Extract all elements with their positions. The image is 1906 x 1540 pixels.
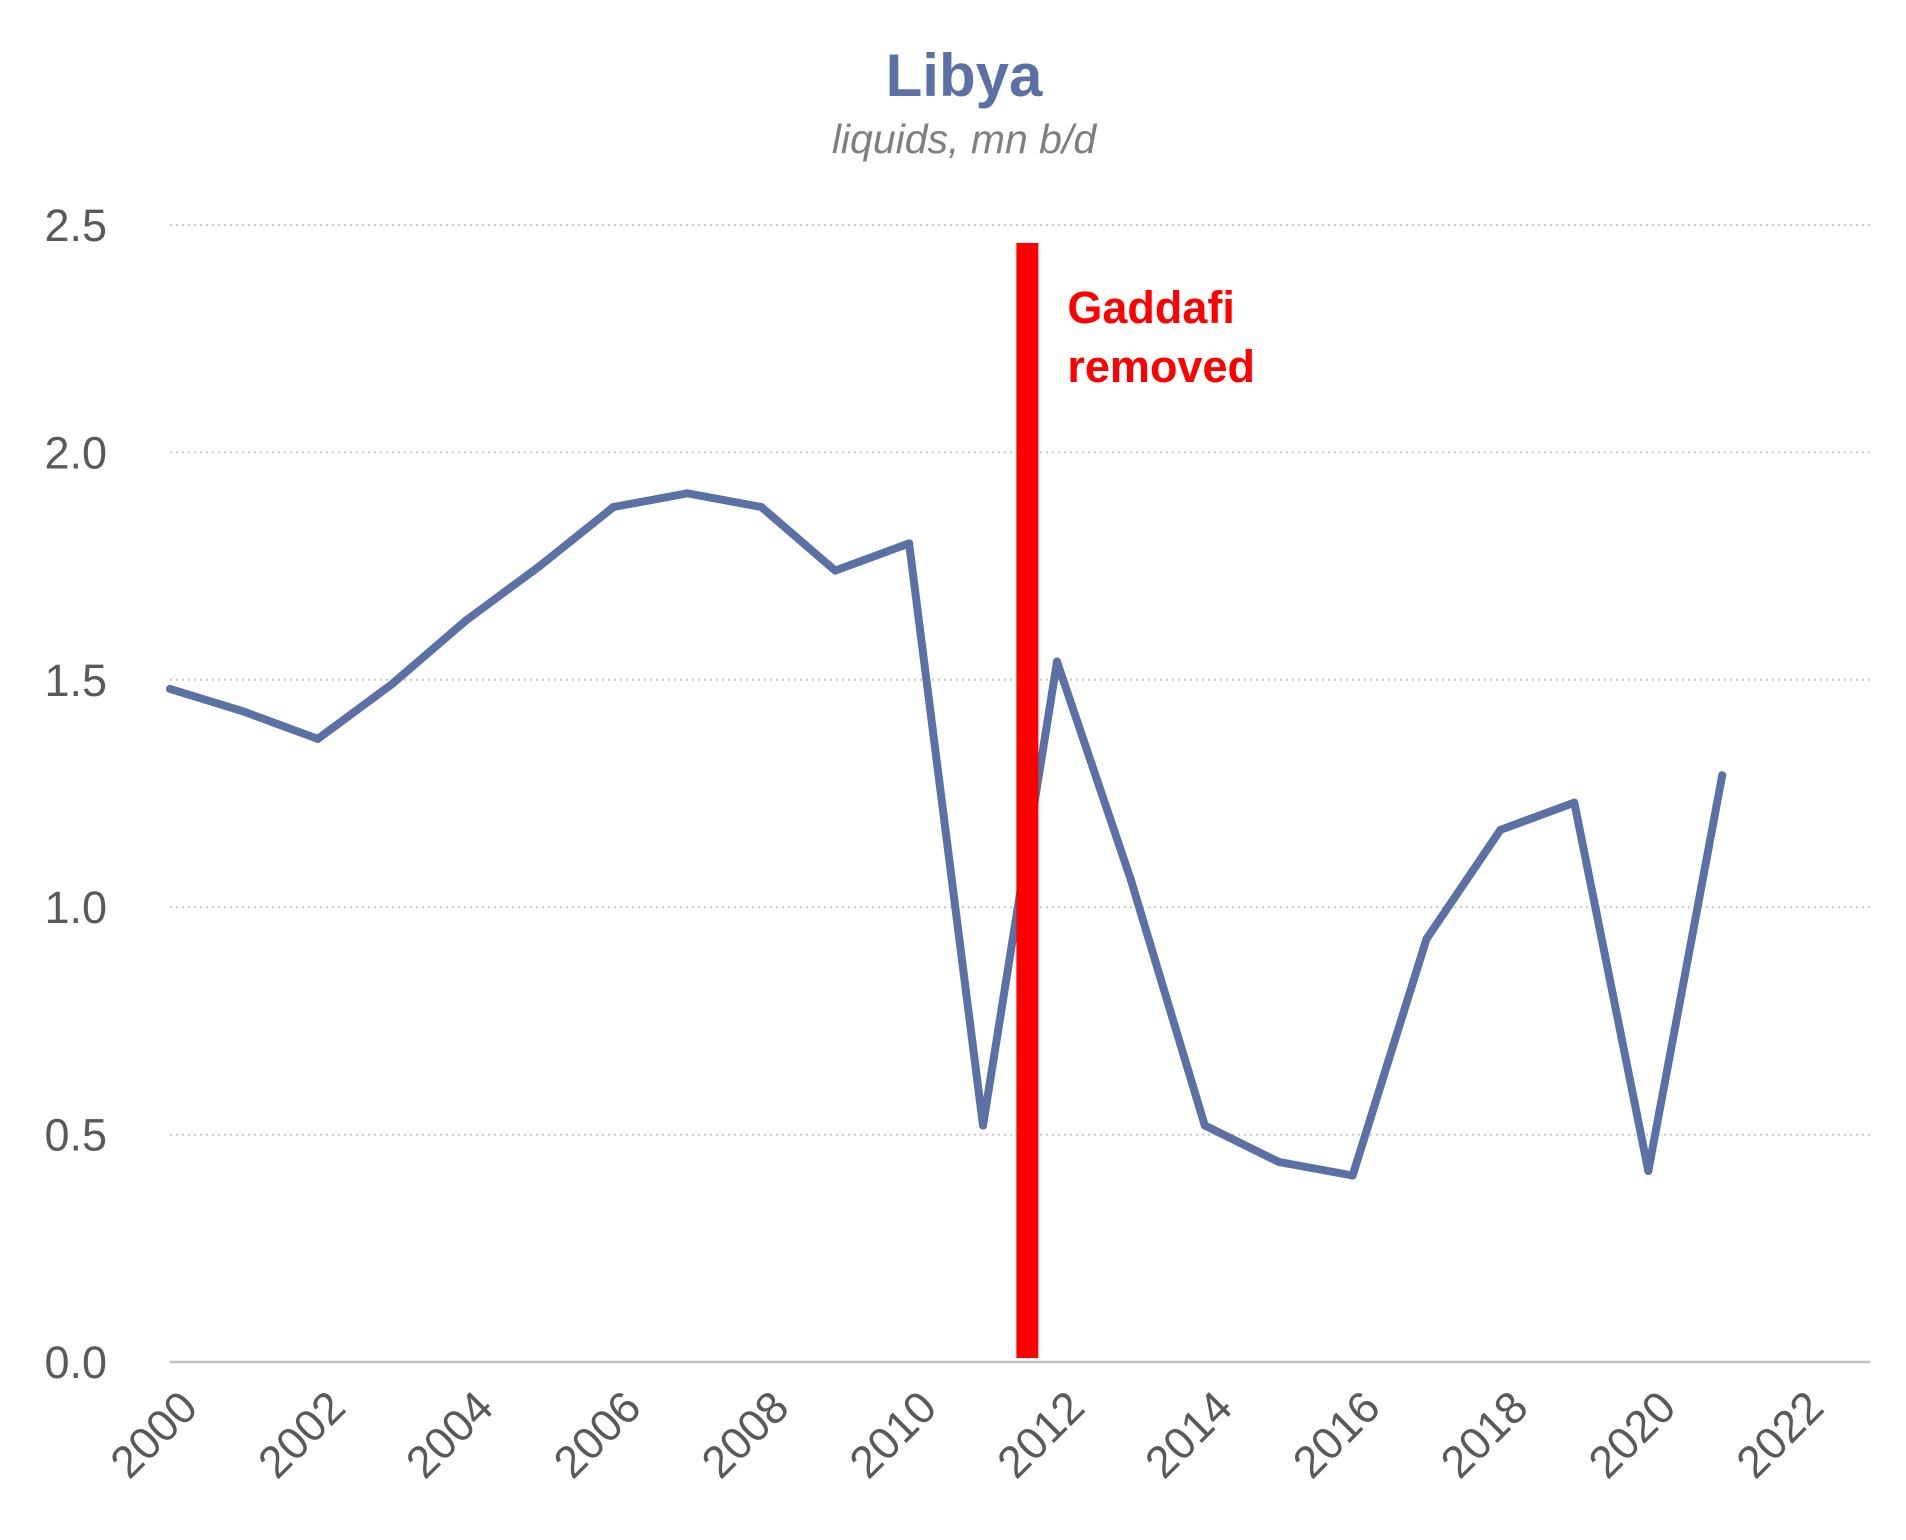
data-point (1348, 1171, 1357, 1180)
x-tick-label: 2000 (100, 1381, 207, 1488)
data-point (1052, 657, 1061, 666)
data-point (313, 734, 322, 743)
chart-title: Libya (886, 42, 1043, 109)
y-tick-label: 0.5 (44, 1110, 107, 1161)
x-tick-label: 2004 (396, 1381, 503, 1488)
data-point (461, 616, 470, 625)
gridlines (170, 224, 1870, 1136)
y-axis-ticks: 0.0 0.5 1.0 1.5 2.0 2.5 (44, 200, 107, 1388)
x-tick-label: 2006 (544, 1381, 651, 1488)
data-point (979, 1121, 988, 1130)
data-point (1200, 1121, 1209, 1130)
data-point (1126, 875, 1135, 884)
data-point (1570, 798, 1579, 807)
x-tick-label: 2010 (839, 1381, 946, 1488)
y-tick-label: 1.0 (44, 882, 107, 933)
y-tick-label: 2.5 (44, 200, 107, 251)
x-tick-label: 2022 (1726, 1381, 1833, 1488)
data-point (1274, 1157, 1283, 1166)
data-point (1422, 935, 1431, 944)
y-tick-label: 0.0 (44, 1337, 107, 1388)
data-point (166, 684, 174, 693)
x-tick-label: 2008 (692, 1381, 799, 1488)
data-point (683, 489, 692, 498)
series-line (166, 489, 1727, 1180)
x-tick-label: 2002 (248, 1381, 355, 1488)
x-tick-label: 2012 (987, 1381, 1094, 1488)
x-axis-ticks: 2000 2002 2004 2006 2008 2010 2012 2014 2016 2018… (100, 1381, 1833, 1488)
annotation-label: Gaddafi (1067, 282, 1235, 333)
data-point (535, 562, 544, 571)
data-point (1718, 771, 1727, 780)
data-point (387, 680, 396, 689)
x-tick-label: 2018 (1431, 1381, 1538, 1488)
data-point (1496, 825, 1505, 834)
data-point (905, 539, 914, 548)
annotation-layer: Gaddafi removed (1016, 243, 1255, 1358)
x-tick-label: 2016 (1283, 1381, 1390, 1488)
data-point (831, 566, 840, 575)
data-point (757, 502, 766, 511)
y-tick-label: 1.5 (44, 655, 107, 706)
annotation-label: removed (1067, 341, 1255, 392)
data-point (609, 502, 618, 511)
y-tick-label: 2.0 (44, 427, 107, 478)
data-point (239, 707, 248, 716)
x-tick-label: 2014 (1135, 1381, 1242, 1488)
chart-subtitle: liquids, mn b/d (832, 116, 1098, 162)
x-tick-label: 2020 (1578, 1381, 1685, 1488)
data-point (1644, 1166, 1653, 1175)
series-layer (166, 489, 1727, 1180)
